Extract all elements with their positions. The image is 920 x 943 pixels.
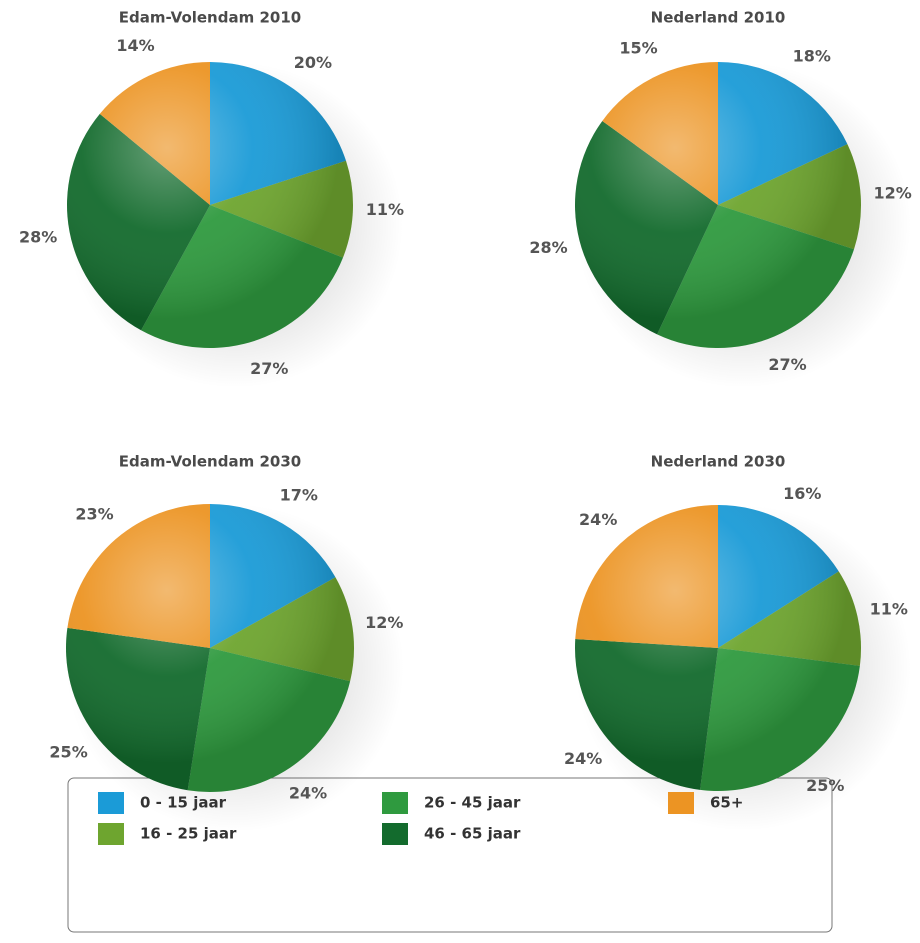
value-label: 24% <box>579 510 617 529</box>
chart-title: Edam-Volendam 2010 <box>119 9 301 27</box>
value-label: 11% <box>366 200 404 219</box>
value-label: 15% <box>619 39 657 58</box>
highlight <box>575 505 861 791</box>
value-label: 27% <box>250 359 288 378</box>
value-label: 14% <box>116 36 154 55</box>
legend-swatch <box>98 792 124 814</box>
value-label: 25% <box>49 742 87 761</box>
value-label: 16% <box>783 484 821 503</box>
value-label: 24% <box>564 749 602 768</box>
legend-swatch <box>382 792 408 814</box>
value-label: 25% <box>806 776 844 795</box>
legend-swatch <box>668 792 694 814</box>
value-label: 23% <box>75 505 113 524</box>
value-label: 27% <box>768 355 806 374</box>
highlight <box>67 62 353 348</box>
value-label: 12% <box>874 184 912 203</box>
value-label: 12% <box>365 613 403 632</box>
value-label: 11% <box>870 599 908 618</box>
chart-title: Nederland 2030 <box>651 453 786 471</box>
value-label: 17% <box>280 486 318 505</box>
legend-label: 16 - 25 jaar <box>140 825 237 843</box>
legend-label: 46 - 65 jaar <box>424 825 521 843</box>
value-label: 24% <box>289 784 327 803</box>
value-label: 28% <box>19 227 57 246</box>
value-label: 20% <box>294 53 332 72</box>
legend-label: 26 - 45 jaar <box>424 794 521 812</box>
chart-title: Edam-Volendam 2030 <box>119 453 301 471</box>
legend-label: 65+ <box>710 794 743 812</box>
value-label: 18% <box>793 47 831 66</box>
highlight <box>575 62 861 348</box>
highlight <box>66 504 354 792</box>
value-label: 28% <box>529 238 567 257</box>
legend-label: 0 - 15 jaar <box>140 794 227 812</box>
legend-swatch <box>98 823 124 845</box>
chart-title: Nederland 2010 <box>651 9 786 27</box>
legend-swatch <box>382 823 408 845</box>
